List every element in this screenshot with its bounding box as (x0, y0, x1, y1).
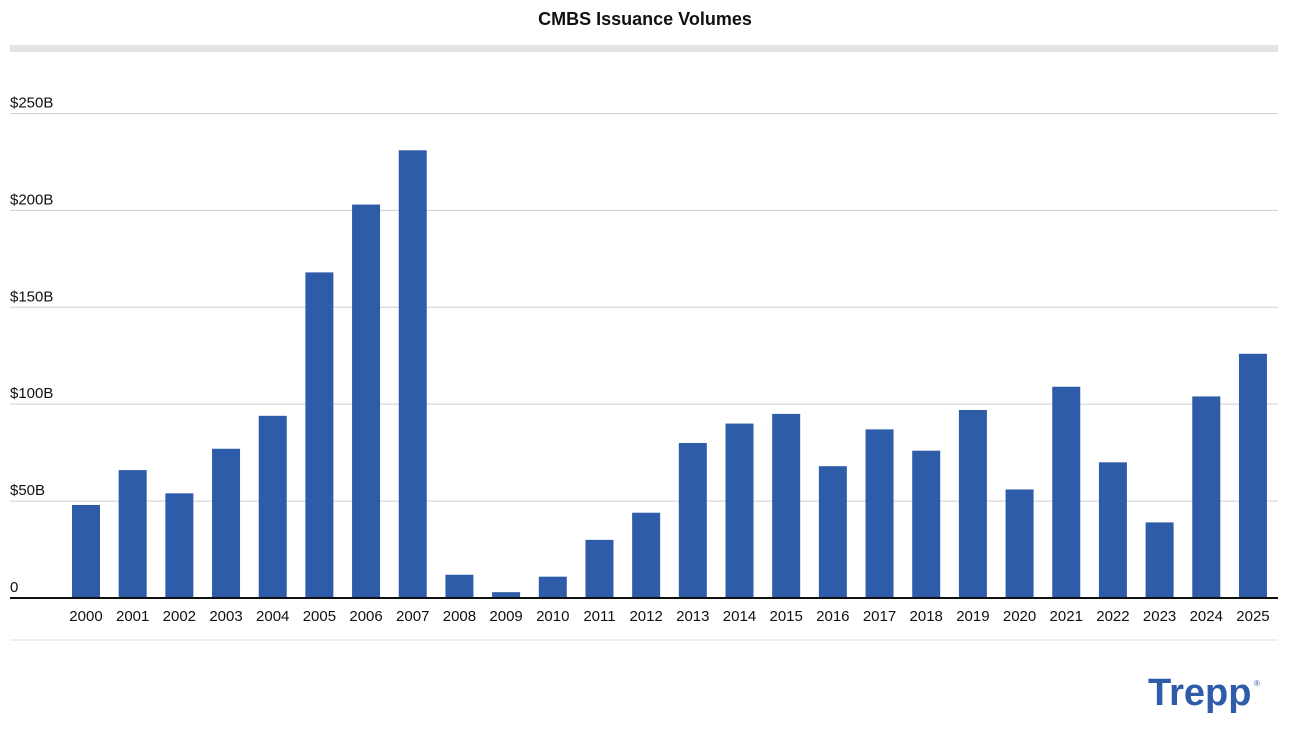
bar (492, 592, 521, 598)
x-tick-label: 2001 (116, 608, 149, 625)
x-tick-label: 2018 (910, 608, 943, 625)
x-tick-label: 2023 (1143, 608, 1176, 625)
bar (1098, 462, 1127, 598)
x-tick-label: 2021 (1050, 608, 1083, 625)
x-tick-label: 2010 (536, 608, 569, 625)
x-tick-label: 2017 (863, 608, 896, 625)
bar (1238, 353, 1267, 598)
x-tick-label: 2020 (1003, 608, 1036, 625)
y-tick-label: $150B (10, 288, 53, 305)
bar (398, 150, 427, 598)
x-tick-label: 2003 (209, 608, 242, 625)
x-tick-label: 2015 (769, 608, 802, 625)
y-tick-label: $250B (10, 94, 53, 111)
x-tick-label: 2011 (583, 608, 615, 625)
bar (305, 272, 334, 598)
x-tick-label: 2008 (443, 608, 476, 625)
bar (1192, 396, 1221, 598)
bar (352, 204, 381, 599)
bar (258, 415, 287, 598)
bar (1052, 386, 1081, 598)
x-tick-label: 2016 (816, 608, 849, 625)
bar (678, 442, 707, 598)
x-tick-label: 2004 (256, 608, 289, 625)
x-tick-label: 2009 (489, 608, 522, 625)
bar (585, 539, 614, 598)
bar (865, 429, 894, 598)
bar (912, 450, 941, 598)
header-band (10, 45, 1278, 52)
bar (818, 466, 847, 598)
logo-mark: ® (1254, 679, 1260, 688)
y-tick-label: $100B (10, 385, 53, 402)
x-tick-label: 2000 (69, 608, 102, 625)
x-tick-label: 2007 (396, 608, 429, 625)
bar (632, 512, 661, 598)
x-tick-label: 2013 (676, 608, 709, 625)
x-tick-label: 2005 (303, 608, 336, 625)
x-tick-label: 2024 (1190, 608, 1223, 625)
bar (212, 448, 241, 598)
x-tick-label: 2012 (629, 608, 662, 625)
bar (71, 504, 100, 598)
bar (1145, 522, 1174, 598)
x-tick-label: 2014 (723, 608, 756, 625)
bar (772, 413, 801, 598)
bar (445, 574, 474, 598)
bar (118, 470, 147, 598)
bar (725, 423, 754, 598)
y-tick-label: $50B (10, 482, 45, 499)
bar (1005, 489, 1034, 598)
y-tick-label: 0 (10, 579, 18, 596)
bar (958, 409, 987, 598)
y-tick-label: $200B (10, 191, 53, 208)
chart-title: CMBS Issuance Volumes (538, 9, 752, 29)
x-tick-label: 2002 (163, 608, 196, 625)
x-tick-label: 2022 (1096, 608, 1129, 625)
x-tick-label: 2025 (1236, 608, 1269, 625)
x-tick-label: 2019 (956, 608, 989, 625)
bar (165, 493, 194, 598)
logo: Trepp (1148, 672, 1251, 714)
x-tick-label: 2006 (349, 608, 382, 625)
bar (538, 576, 567, 598)
